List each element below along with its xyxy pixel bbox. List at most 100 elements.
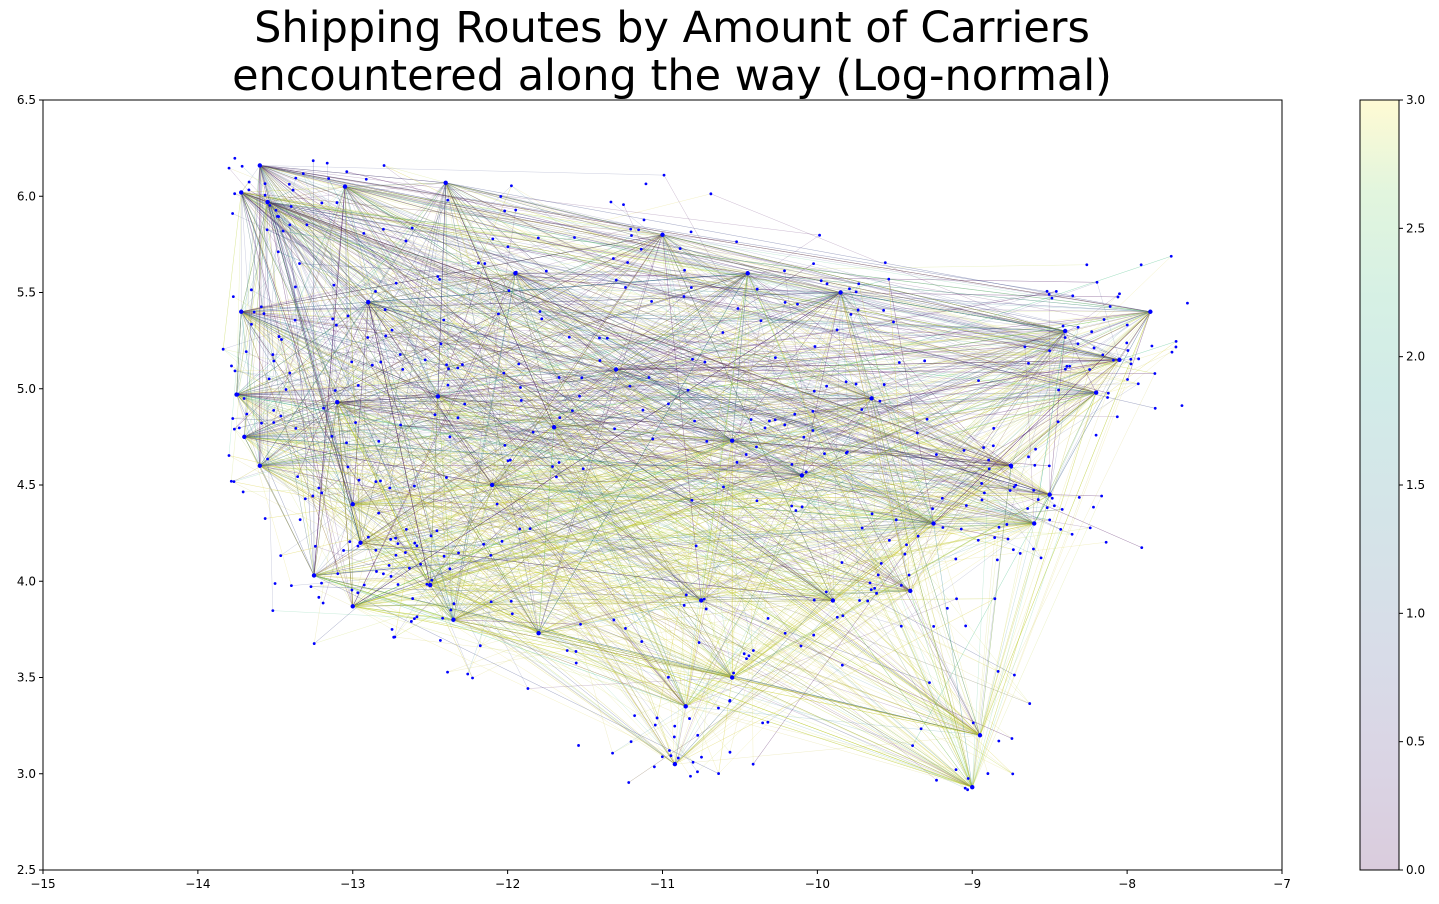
- route-line: [236, 311, 242, 395]
- route-line: [313, 575, 719, 774]
- route-line: [337, 273, 748, 403]
- route-line: [492, 256, 1172, 486]
- route-line: [259, 165, 446, 183]
- route-line: [615, 369, 1035, 524]
- route-line: [732, 440, 827, 592]
- route-line: [259, 396, 439, 466]
- route-line: [259, 165, 369, 303]
- route-line: [492, 359, 693, 486]
- route-line: [515, 264, 1087, 274]
- route-line: [801, 475, 934, 524]
- city-marker: [579, 622, 582, 626]
- route-line: [344, 186, 1097, 393]
- route-line: [491, 484, 539, 634]
- route-line: [368, 301, 911, 592]
- route-line: [979, 494, 1050, 736]
- x-tick-label: −11: [650, 877, 675, 891]
- route-line: [259, 311, 1151, 466]
- route-line: [344, 186, 934, 524]
- route-line: [450, 523, 934, 611]
- route-line: [445, 182, 555, 428]
- route-line: [241, 311, 871, 584]
- y-tick-label: 5.0: [17, 382, 36, 396]
- route-line: [375, 291, 686, 707]
- route-line: [272, 354, 361, 543]
- city-marker: [682, 295, 686, 298]
- city-marker: [794, 509, 798, 512]
- route-line: [246, 201, 268, 352]
- city-marker: [854, 290, 858, 294]
- route-line: [747, 273, 1120, 361]
- route-line: [515, 273, 1098, 283]
- route-line: [538, 600, 833, 634]
- route-line: [241, 192, 981, 736]
- route-line: [259, 165, 981, 736]
- route-line: [732, 508, 1028, 678]
- route-line: [871, 398, 1035, 524]
- route-line: [515, 273, 642, 642]
- route-line: [280, 359, 1120, 556]
- route-line: [244, 436, 802, 476]
- route-line: [352, 273, 748, 505]
- route-line: [275, 210, 353, 505]
- route-line: [352, 436, 451, 505]
- route-line: [267, 201, 802, 476]
- city-marker: [312, 642, 316, 645]
- route-line: [295, 177, 1012, 466]
- city-marker: [892, 320, 895, 324]
- city-marker: [813, 345, 817, 348]
- route-line: [430, 398, 872, 586]
- route-line: [747, 273, 934, 524]
- route-line: [453, 311, 1151, 620]
- route-line: [700, 273, 748, 601]
- route-line: [360, 182, 446, 543]
- route-line: [445, 182, 1066, 332]
- route-line: [747, 273, 1012, 466]
- route-line: [241, 192, 833, 601]
- city-marker: [482, 542, 486, 546]
- route-line: [515, 273, 719, 709]
- route-line: [701, 359, 1120, 601]
- city-marker: [471, 676, 474, 680]
- route-line: [241, 192, 918, 434]
- route-line: [352, 606, 539, 634]
- x-tick-label: −12: [495, 877, 520, 891]
- route-line: [492, 484, 833, 601]
- route-line: [241, 192, 974, 724]
- route-line: [846, 452, 973, 788]
- route-line: [1010, 359, 1120, 466]
- route-line: [259, 465, 934, 524]
- city-marker: [1116, 295, 1120, 299]
- route-line: [832, 409, 862, 601]
- route-line: [259, 465, 833, 601]
- route-line: [933, 392, 1097, 524]
- route-line: [344, 186, 1132, 365]
- route-line: [663, 175, 981, 736]
- city-marker: [483, 262, 487, 265]
- route-line: [710, 193, 1120, 361]
- route-line: [267, 182, 446, 203]
- route-line: [241, 234, 663, 312]
- route-line: [1049, 330, 1066, 495]
- route-line: [674, 523, 1035, 765]
- route-line: [352, 440, 733, 607]
- route-line: [236, 394, 676, 765]
- route-line: [832, 600, 973, 788]
- city-marker: [755, 499, 759, 503]
- route-line: [372, 364, 439, 397]
- route-line: [492, 484, 1035, 524]
- city-marker: [667, 402, 670, 406]
- route-line: [449, 436, 686, 707]
- route-line: [259, 438, 653, 466]
- route-line: [732, 392, 1097, 441]
- route-line: [241, 303, 798, 312]
- route-line: [236, 394, 539, 634]
- route-line: [701, 600, 1013, 739]
- route-line: [840, 292, 884, 311]
- route-line: [662, 234, 877, 594]
- route-line: [244, 273, 748, 438]
- route-line: [236, 394, 261, 466]
- route-line: [430, 584, 454, 620]
- route-line: [352, 369, 617, 607]
- route-line: [267, 201, 1156, 409]
